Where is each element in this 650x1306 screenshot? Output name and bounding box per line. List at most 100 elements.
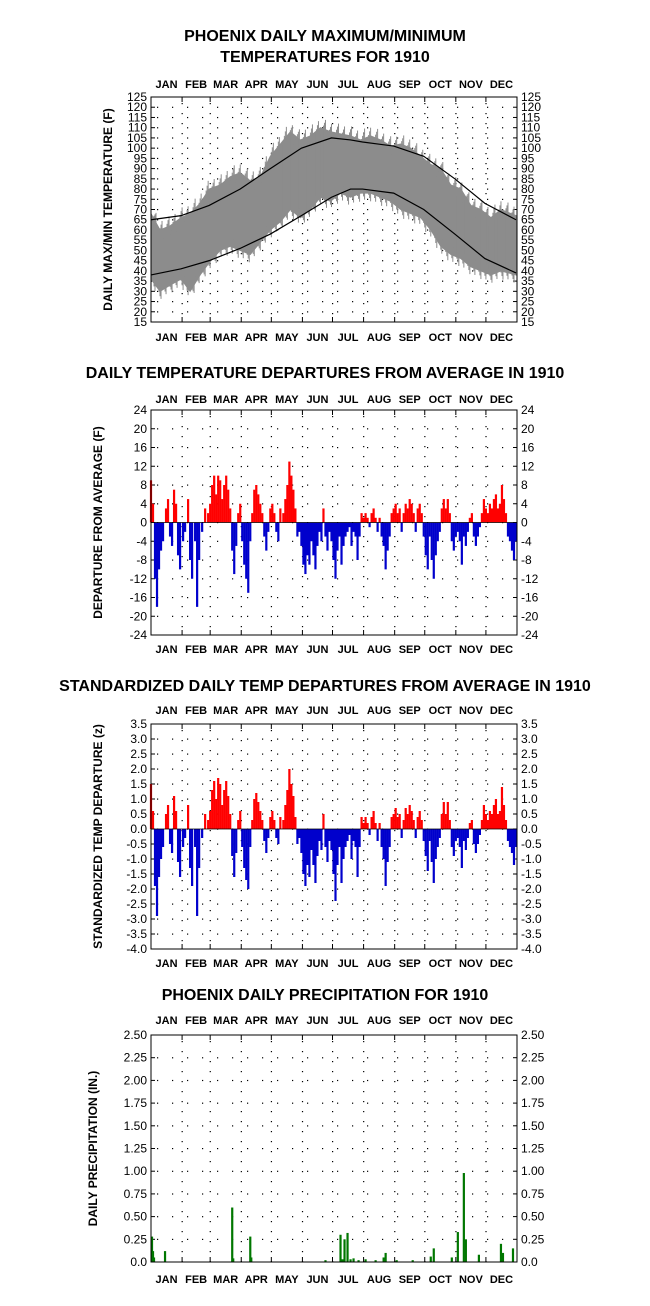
grid-dot (485, 940, 487, 942)
grid-dot (487, 1238, 489, 1240)
grid-dot (157, 1057, 159, 1059)
grid-dot (485, 1201, 487, 1203)
grid-dot (394, 830, 396, 832)
grid-dot (262, 106, 264, 108)
grid-dot (181, 1151, 183, 1153)
grid-dot (485, 1051, 487, 1053)
grid-dot (277, 270, 279, 272)
grid-dot (487, 447, 489, 449)
y-tick-label: 20 (521, 422, 535, 436)
month-label: JAN (156, 705, 178, 717)
departure-bar (466, 829, 469, 838)
departure-bar (510, 522, 514, 551)
grid-dot (270, 143, 273, 145)
departure-bar (454, 522, 457, 537)
grid-dot (322, 1238, 324, 1240)
grid-dot (382, 1238, 384, 1240)
grid-dot (394, 526, 396, 528)
grid-dot (397, 260, 399, 262)
grid-dot (331, 740, 334, 742)
grid-dot (301, 880, 304, 882)
grid-dot (363, 456, 365, 458)
month-label: NOV (459, 958, 484, 970)
grid-dot (363, 1111, 365, 1113)
grid-dot (232, 813, 234, 815)
grid-dot (181, 1241, 183, 1243)
departure-bar (380, 829, 383, 847)
departure-bar (508, 522, 512, 542)
grid-dot (455, 103, 457, 105)
grid-dot (472, 147, 474, 149)
departure-bar (215, 799, 218, 829)
grid-dot (240, 456, 242, 458)
grid-dot (270, 930, 273, 932)
grid-dot (172, 738, 174, 740)
grid-dot (485, 880, 487, 882)
grid-dot (397, 219, 399, 221)
grid-dot (382, 1170, 384, 1172)
grid-dot (301, 1081, 304, 1083)
departure-bar (292, 796, 295, 829)
grid-dot (394, 800, 396, 802)
grid-dot (363, 476, 365, 478)
grid-dot (247, 428, 249, 430)
grid-dot (424, 730, 426, 732)
grid-dot (209, 1161, 211, 1163)
grid-dot (502, 280, 504, 282)
grid-dot (397, 1170, 399, 1172)
grid-dot (367, 918, 369, 920)
grid-dot (277, 858, 279, 860)
grid-dot (487, 157, 489, 160)
y-tick-label: -1.0 (126, 852, 147, 866)
grid-dot (363, 930, 365, 932)
precip-bar (324, 1260, 327, 1262)
grid-dot (331, 730, 334, 732)
grid-dot (442, 753, 444, 755)
grid-dot (270, 103, 273, 105)
grid-dot (331, 1151, 334, 1153)
y-tick-label: 2.50 (124, 1028, 148, 1042)
grid-dot (262, 157, 264, 160)
y-tick-label: 2.50 (521, 1028, 545, 1042)
grid-dot (209, 770, 211, 772)
departure-bar (157, 522, 161, 570)
grid-dot (187, 798, 189, 800)
grid-dot (363, 1081, 365, 1083)
grid-dot (240, 103, 242, 105)
grid-dot (270, 800, 273, 802)
grid-dot (331, 596, 334, 598)
grid-dot (240, 466, 242, 468)
grid-dot (455, 730, 457, 732)
grid-dot (262, 888, 264, 890)
grid-dot (485, 606, 487, 608)
grid-dot (187, 311, 189, 313)
grid-dot (457, 484, 459, 486)
grid-dot (157, 106, 159, 108)
grid-dot (382, 813, 384, 815)
grid-dot (427, 1079, 429, 1082)
grid-dot (472, 559, 474, 561)
grid-dot (397, 1057, 399, 1059)
month-label: FEB (185, 394, 207, 406)
grid-dot (367, 198, 369, 200)
grid-dot (181, 780, 183, 782)
month-label: NOV (459, 644, 484, 656)
departure-bar (221, 499, 224, 523)
departure-bar (380, 522, 383, 537)
grid-dot (363, 626, 365, 628)
grid-dot (307, 465, 309, 467)
grid-dot (394, 750, 396, 752)
grid-dot (363, 516, 365, 518)
grid-dot (337, 578, 339, 580)
grid-dot (270, 1051, 273, 1053)
grid-dot (455, 536, 457, 538)
grid-dot (397, 933, 399, 935)
grid-dot (157, 168, 159, 170)
grid-dot (424, 1181, 426, 1183)
grid-dot (277, 301, 279, 303)
grid-dot (187, 738, 189, 740)
grid-dot (240, 476, 242, 478)
grid-dot (270, 1181, 273, 1183)
grid-dot (485, 506, 487, 508)
departure-bar (259, 811, 262, 829)
